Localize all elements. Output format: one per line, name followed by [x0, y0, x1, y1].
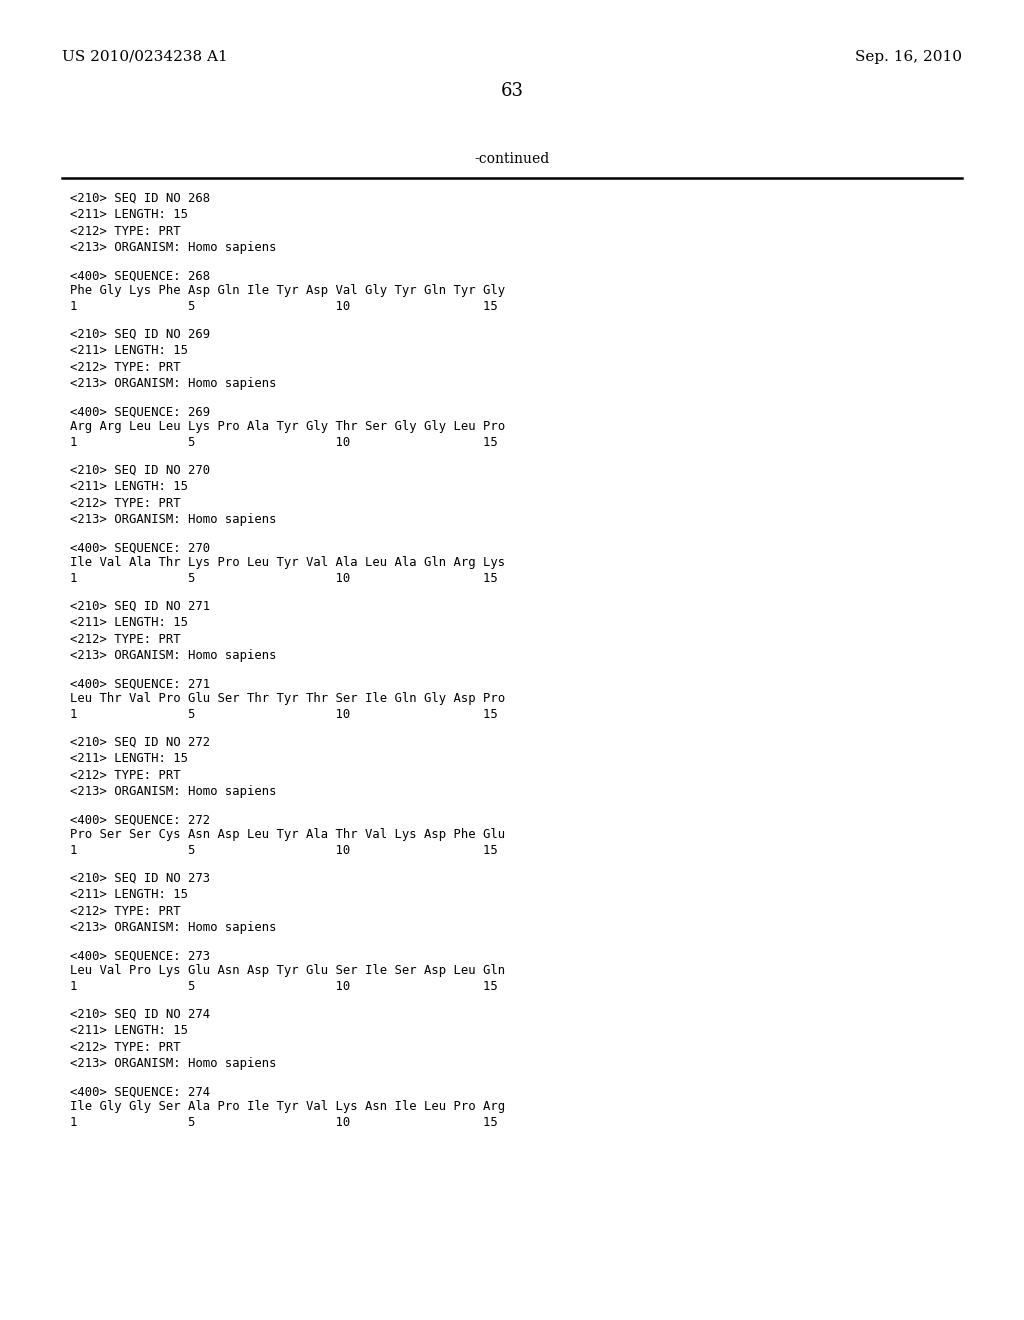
Text: <212> TYPE: PRT: <212> TYPE: PRT [70, 1041, 180, 1053]
Text: <213> ORGANISM: Homo sapiens: <213> ORGANISM: Homo sapiens [70, 378, 276, 391]
Text: <211> LENGTH: 15: <211> LENGTH: 15 [70, 345, 188, 358]
Text: Ile Gly Gly Ser Ala Pro Ile Tyr Val Lys Asn Ile Leu Pro Arg: Ile Gly Gly Ser Ala Pro Ile Tyr Val Lys … [70, 1100, 505, 1113]
Text: 1               5                   10                  15: 1 5 10 15 [70, 572, 498, 585]
Text: -continued: -continued [474, 152, 550, 166]
Text: <400> SEQUENCE: 268: <400> SEQUENCE: 268 [70, 271, 210, 282]
Text: Sep. 16, 2010: Sep. 16, 2010 [855, 50, 962, 63]
Text: Pro Ser Ser Cys Asn Asp Leu Tyr Ala Thr Val Lys Asp Phe Glu: Pro Ser Ser Cys Asn Asp Leu Tyr Ala Thr … [70, 828, 505, 841]
Text: Phe Gly Lys Phe Asp Gln Ile Tyr Asp Val Gly Tyr Gln Tyr Gly: Phe Gly Lys Phe Asp Gln Ile Tyr Asp Val … [70, 284, 505, 297]
Text: 1               5                   10                  15: 1 5 10 15 [70, 843, 498, 857]
Text: <210> SEQ ID NO 269: <210> SEQ ID NO 269 [70, 327, 210, 341]
Text: <400> SEQUENCE: 270: <400> SEQUENCE: 270 [70, 543, 210, 554]
Text: <213> ORGANISM: Homo sapiens: <213> ORGANISM: Homo sapiens [70, 1057, 276, 1071]
Text: 1               5                   10                  15: 1 5 10 15 [70, 1115, 498, 1129]
Text: 1               5                   10                  15: 1 5 10 15 [70, 436, 498, 449]
Text: <210> SEQ ID NO 273: <210> SEQ ID NO 273 [70, 873, 210, 884]
Text: <211> LENGTH: 15: <211> LENGTH: 15 [70, 1024, 188, 1038]
Text: <400> SEQUENCE: 269: <400> SEQUENCE: 269 [70, 407, 210, 418]
Text: 1               5                   10                  15: 1 5 10 15 [70, 300, 498, 313]
Text: <213> ORGANISM: Homo sapiens: <213> ORGANISM: Homo sapiens [70, 785, 276, 799]
Text: <210> SEQ ID NO 272: <210> SEQ ID NO 272 [70, 737, 210, 748]
Text: <400> SEQUENCE: 274: <400> SEQUENCE: 274 [70, 1086, 210, 1100]
Text: <212> TYPE: PRT: <212> TYPE: PRT [70, 224, 180, 238]
Text: <213> ORGANISM: Homo sapiens: <213> ORGANISM: Homo sapiens [70, 242, 276, 255]
Text: 1               5                   10                  15: 1 5 10 15 [70, 979, 498, 993]
Text: <212> TYPE: PRT: <212> TYPE: PRT [70, 498, 180, 510]
Text: Arg Arg Leu Leu Lys Pro Ala Tyr Gly Thr Ser Gly Gly Leu Pro: Arg Arg Leu Leu Lys Pro Ala Tyr Gly Thr … [70, 420, 505, 433]
Text: Leu Val Pro Lys Glu Asn Asp Tyr Glu Ser Ile Ser Asp Leu Gln: Leu Val Pro Lys Glu Asn Asp Tyr Glu Ser … [70, 964, 505, 977]
Text: <212> TYPE: PRT: <212> TYPE: PRT [70, 770, 180, 781]
Text: Leu Thr Val Pro Glu Ser Thr Tyr Thr Ser Ile Gln Gly Asp Pro: Leu Thr Val Pro Glu Ser Thr Tyr Thr Ser … [70, 692, 505, 705]
Text: <211> LENGTH: 15: <211> LENGTH: 15 [70, 616, 188, 630]
Text: <210> SEQ ID NO 268: <210> SEQ ID NO 268 [70, 191, 210, 205]
Text: <210> SEQ ID NO 271: <210> SEQ ID NO 271 [70, 601, 210, 612]
Text: <210> SEQ ID NO 274: <210> SEQ ID NO 274 [70, 1008, 210, 1020]
Text: <213> ORGANISM: Homo sapiens: <213> ORGANISM: Homo sapiens [70, 921, 276, 935]
Text: <400> SEQUENCE: 272: <400> SEQUENCE: 272 [70, 814, 210, 828]
Text: US 2010/0234238 A1: US 2010/0234238 A1 [62, 50, 227, 63]
Text: <211> LENGTH: 15: <211> LENGTH: 15 [70, 752, 188, 766]
Text: <212> TYPE: PRT: <212> TYPE: PRT [70, 360, 180, 374]
Text: <400> SEQUENCE: 271: <400> SEQUENCE: 271 [70, 678, 210, 690]
Text: <212> TYPE: PRT: <212> TYPE: PRT [70, 906, 180, 917]
Text: <211> LENGTH: 15: <211> LENGTH: 15 [70, 480, 188, 494]
Text: <211> LENGTH: 15: <211> LENGTH: 15 [70, 888, 188, 902]
Text: <213> ORGANISM: Homo sapiens: <213> ORGANISM: Homo sapiens [70, 649, 276, 663]
Text: 1               5                   10                  15: 1 5 10 15 [70, 708, 498, 721]
Text: 63: 63 [501, 82, 523, 100]
Text: <212> TYPE: PRT: <212> TYPE: PRT [70, 634, 180, 645]
Text: <400> SEQUENCE: 273: <400> SEQUENCE: 273 [70, 950, 210, 964]
Text: <213> ORGANISM: Homo sapiens: <213> ORGANISM: Homo sapiens [70, 513, 276, 527]
Text: Ile Val Ala Thr Lys Pro Leu Tyr Val Ala Leu Ala Gln Arg Lys: Ile Val Ala Thr Lys Pro Leu Tyr Val Ala … [70, 556, 505, 569]
Text: <210> SEQ ID NO 270: <210> SEQ ID NO 270 [70, 465, 210, 477]
Text: <211> LENGTH: 15: <211> LENGTH: 15 [70, 209, 188, 222]
